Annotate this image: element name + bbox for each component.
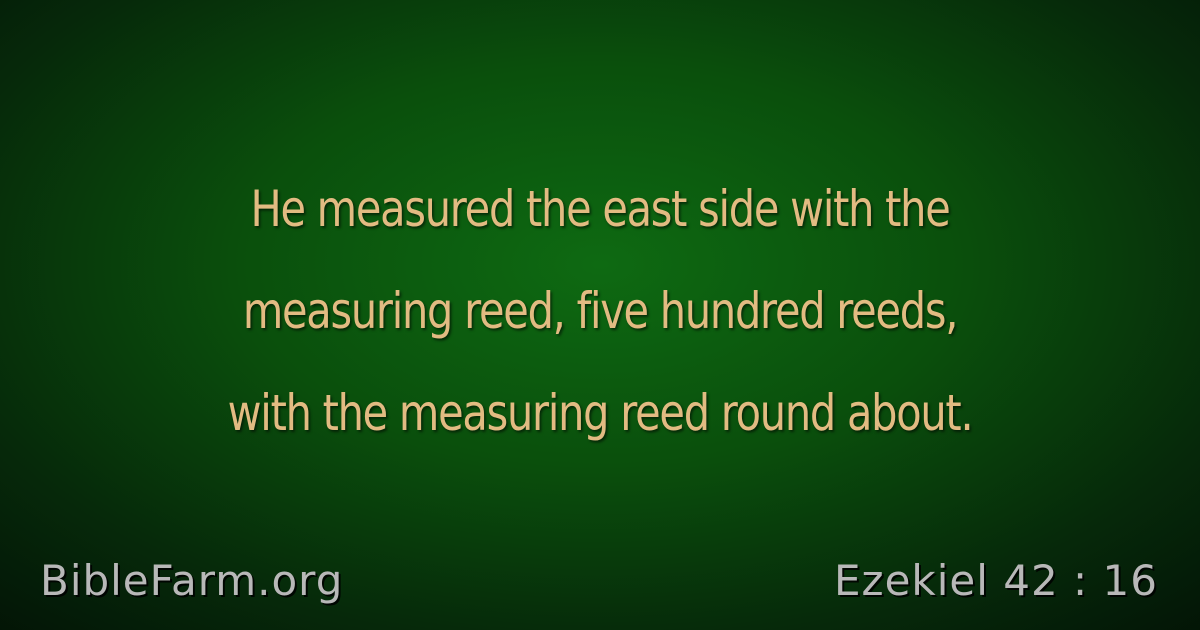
verse-text: He measured the east side with the measu…	[119, 158, 1082, 464]
site-name: BibleFarm.org	[40, 556, 344, 605]
verse-line-3: with the measuring reed round about.	[227, 384, 974, 442]
verse-reference: Ezekiel 42 : 16	[833, 556, 1158, 605]
verse-line-1: He measured the east side with the	[250, 180, 950, 238]
verse-line-2: measuring reed, five hundred reeds,	[242, 282, 959, 340]
